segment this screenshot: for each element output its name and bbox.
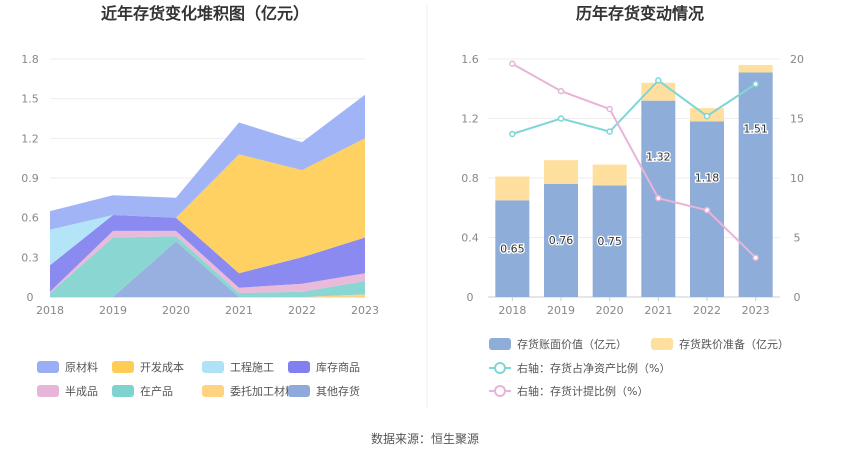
legend-swatch-在产品 [112,385,134,397]
legend-swatch-impairment [651,338,673,350]
area-在产品 [50,236,365,297]
legend-label-半成品: 半成品 [65,384,98,398]
bar-impairment [592,164,627,186]
legend-label-库存商品: 库存商品 [316,360,360,374]
right-bar-line-chart: 0 0.4 0.8 1.2 1.6 0 5 10 15 20 2018 2019 2020 2021 202… [461,53,804,398]
x-tick-label: 2021 [225,304,253,317]
line-point [703,206,711,214]
y2-tick-label: 10 [790,172,804,185]
area-半成品 [50,230,365,293]
legend-swatch-开发成本 [112,361,134,373]
x-tick-label: 2021 [644,304,672,317]
x-tick-label: 2019 [99,304,127,317]
bar-impairment [738,64,773,73]
legend-swatch-book-value [489,338,511,350]
area-开发成本 [50,138,365,274]
line-point [752,80,759,88]
legend-label-book-value: 存货账面价值（亿元） [517,337,627,351]
line-point [703,112,711,120]
legend-label-委托加工材料: 委托加工材料 [230,384,296,398]
line-point [509,130,516,138]
y-tick-label: 0 [467,291,474,304]
bar-book-value [738,72,773,297]
line-point [655,194,662,202]
x-tick-label: 2022 [288,304,316,317]
bar-book-value [544,183,578,297]
line-point [655,77,662,84]
bar-impairment [544,160,578,184]
legend-label-line: 右轴：存货计提比例（%） [517,384,648,398]
line-point [509,60,516,68]
source-text: 数据来源：恒生聚源 [371,431,479,446]
bar-impairment [495,176,530,201]
legend-label-在产品: 在产品 [140,384,173,398]
legend-label-工程施工: 工程施工 [230,361,274,374]
x-tick-label: 2020 [596,304,624,317]
legend-swatch-工程施工 [202,361,224,373]
line-point [557,115,565,122]
legend-swatch-原材料 [37,361,59,373]
bar-value-label: 1.18 [695,171,720,184]
legend-label-开发成本: 开发成本 [140,360,184,374]
left-stacked-area-chart: 0 0.3 0.6 0.9 1.2 1.5 1.8 2018 2019 2020 2021 2022 2… [21,53,379,398]
legend-swatch-半成品 [37,385,59,397]
y-tick-label: 0.8 [461,172,479,185]
legend-label-line: 右轴：存货占净资产比例（%） [517,361,670,375]
legend-swatch-库存商品 [288,361,310,373]
y-tick-label: 1.2 [461,113,479,126]
x-tick-label: 2018 [36,304,64,317]
line-point [606,128,613,135]
y2-tick-label: 5 [794,232,801,245]
y-tick-label: 0.6 [21,212,39,225]
y-tick-label: 0.9 [21,172,39,185]
line-point [606,105,613,113]
line-point [752,254,759,261]
bar-book-value [495,200,530,297]
bar-value-label: 1.51 [743,122,768,135]
y2-tick-label: 15 [790,113,804,126]
x-tick-label: 2018 [498,304,526,317]
bar-value-label: 0.75 [597,235,622,248]
bar-value-label: 1.32 [646,151,671,164]
x-tick-label: 2019 [547,304,575,317]
y-tick-label: 1.8 [21,53,39,66]
y2-tick-label: 0 [794,291,801,304]
legend-label-impairment: 存货跌价准备（亿元） [679,337,789,351]
left-chart-title: 近年存货变化堆积图（亿元） [101,4,309,23]
legend-label-其他存货: 其他存货 [316,384,360,398]
y-tick-label: 0 [27,291,34,304]
bar-value-label: 0.76 [549,234,574,247]
y-tick-label: 1.2 [21,132,39,145]
y-tick-label: 0.3 [21,251,39,264]
legend-swatch-委托加工材料 [202,385,224,397]
bar-book-value [592,185,627,297]
right-chart-title: 历年存货变动情况 [576,4,704,23]
x-tick-label: 2022 [693,304,721,317]
bar-value-label: 0.65 [500,243,525,256]
area-库存商品 [50,215,365,292]
line-右轴：存货计提比例（%） [511,62,757,259]
x-tick-label: 2023 [742,304,770,317]
x-tick-label: 2020 [162,304,190,317]
y2-tick-label: 20 [790,53,804,66]
legend-line-marker [494,385,506,397]
y-tick-label: 0.4 [461,232,479,245]
line-右轴：存货占净资产比例（%） [511,79,757,135]
line-point [557,87,565,95]
legend-line-marker [494,362,506,374]
area-原材料 [50,94,365,230]
y-tick-label: 1.5 [21,93,39,106]
y-tick-label: 1.6 [461,53,479,66]
legend-swatch-其他存货 [288,385,310,397]
legend-label-原材料: 原材料 [65,360,98,374]
x-tick-label: 2023 [351,304,379,317]
